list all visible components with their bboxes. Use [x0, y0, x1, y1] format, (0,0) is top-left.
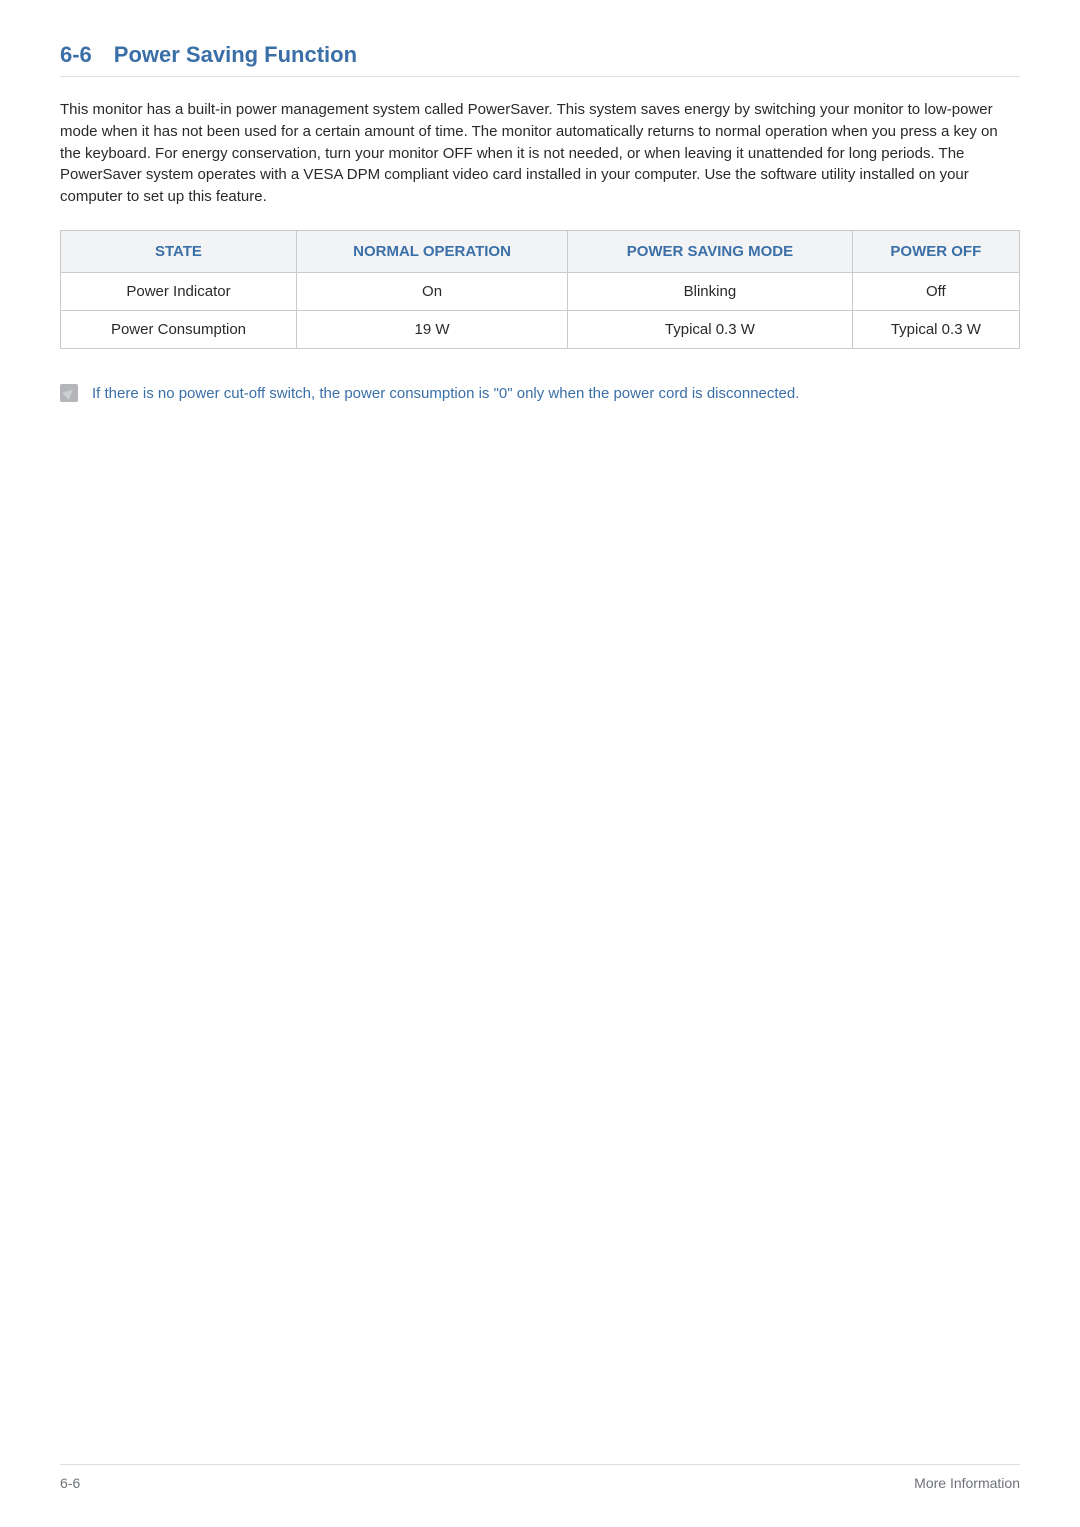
intro-paragraph: This monitor has a built-in power manage…: [60, 99, 1020, 208]
cell-value: Typical 0.3 W: [852, 310, 1019, 348]
footer-section-label: More Information: [914, 1475, 1020, 1491]
page: 6-6 Power Saving Function This monitor h…: [0, 0, 1080, 1527]
row-label: Power Indicator: [61, 272, 297, 310]
cell-value: 19 W: [296, 310, 567, 348]
note-icon: [60, 384, 78, 402]
col-header-saving: POWER SAVING MODE: [568, 230, 853, 272]
cell-value: Blinking: [568, 272, 853, 310]
col-header-normal: NORMAL OPERATION: [296, 230, 567, 272]
col-header-off: POWER OFF: [852, 230, 1019, 272]
power-state-table: STATE NORMAL OPERATION POWER SAVING MODE…: [60, 230, 1020, 349]
row-label: Power Consumption: [61, 310, 297, 348]
cell-value: Off: [852, 272, 1019, 310]
table-row: Power Indicator On Blinking Off: [61, 272, 1020, 310]
col-header-state: STATE: [61, 230, 297, 272]
table-row: Power Consumption 19 W Typical 0.3 W Typ…: [61, 310, 1020, 348]
section-heading: 6-6 Power Saving Function: [60, 42, 1020, 77]
cell-value: On: [296, 272, 567, 310]
heading-number: 6-6: [60, 42, 92, 68]
note-text: If there is no power cut-off switch, the…: [92, 383, 799, 404]
table-header-row: STATE NORMAL OPERATION POWER SAVING MODE…: [61, 230, 1020, 272]
note: If there is no power cut-off switch, the…: [60, 383, 1020, 404]
cell-value: Typical 0.3 W: [568, 310, 853, 348]
page-footer: 6-6 More Information: [60, 1464, 1020, 1491]
footer-page-number: 6-6: [60, 1475, 80, 1491]
heading-title: Power Saving Function: [114, 42, 357, 68]
